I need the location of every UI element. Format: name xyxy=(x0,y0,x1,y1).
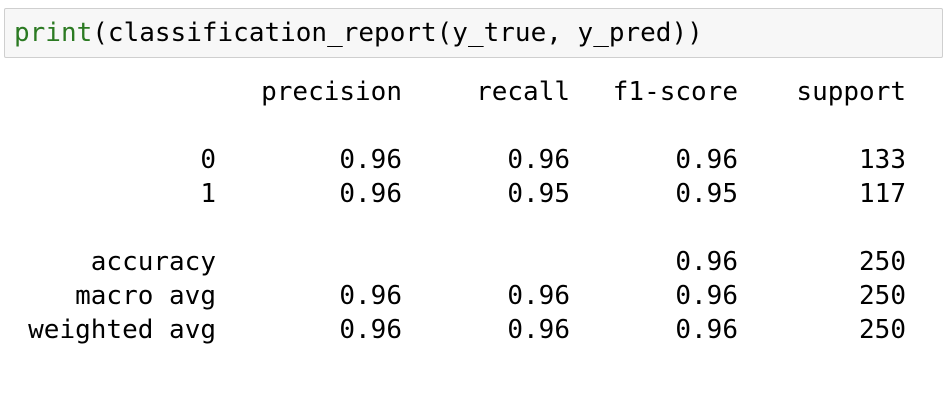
precision-macro-avg: 0.96 xyxy=(339,281,402,311)
recall-weighted-avg: 0.96 xyxy=(507,315,570,345)
support-class-0: 133 xyxy=(859,145,906,175)
recall-class-1: 0.95 xyxy=(507,179,570,209)
header-precision: precision xyxy=(261,77,402,107)
row-label-macro-avg: macro avg xyxy=(75,281,216,311)
precision-class-0: 0.96 xyxy=(339,145,402,175)
support-macro-avg: 250 xyxy=(859,281,906,311)
precision-class-1: 0.96 xyxy=(339,179,402,209)
f1-weighted-avg: 0.96 xyxy=(675,315,738,345)
f1-accuracy: 0.96 xyxy=(675,247,738,277)
recall-class-0: 0.96 xyxy=(507,145,570,175)
support-accuracy: 250 xyxy=(859,247,906,277)
row-label-class-0: 0 xyxy=(200,145,216,175)
code-line[interactable]: print(classification_report(y_true, y_pr… xyxy=(14,18,703,48)
code-input-cell[interactable]: print(classification_report(y_true, y_pr… xyxy=(4,8,943,58)
header-f1-score: f1-score xyxy=(612,77,738,107)
support-weighted-avg: 250 xyxy=(859,315,906,345)
f1-class-0: 0.96 xyxy=(675,145,738,175)
print-keyword: print xyxy=(14,18,93,48)
header-recall: recall xyxy=(476,77,570,107)
row-label-accuracy: accuracy xyxy=(90,247,216,277)
header-support: support xyxy=(796,77,906,107)
row-label-class-1: 1 xyxy=(200,179,216,209)
code-arguments: (classification_report(y_true, y_pred)) xyxy=(92,18,703,48)
row-label-weighted-avg: weighted avg xyxy=(28,315,216,345)
f1-macro-avg: 0.96 xyxy=(675,281,738,311)
support-class-1: 117 xyxy=(859,179,906,209)
recall-macro-avg: 0.96 xyxy=(507,281,570,311)
f1-class-1: 0.95 xyxy=(675,179,738,209)
classification-report-output: precision recall f1-score support 0 0.96… xyxy=(0,72,944,372)
precision-weighted-avg: 0.96 xyxy=(339,315,402,345)
